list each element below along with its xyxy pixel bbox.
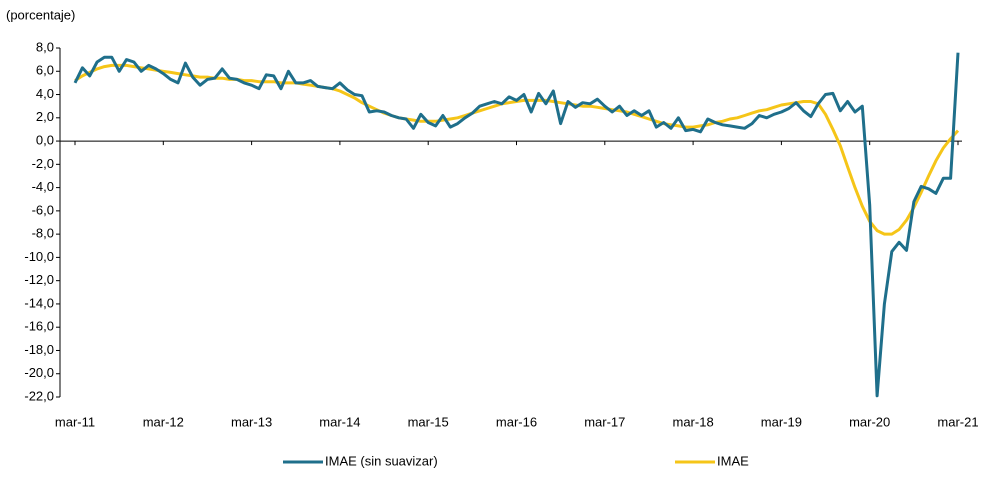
- y-tick-label: 4,0: [36, 86, 54, 101]
- y-tick-label: -22,0: [24, 388, 54, 403]
- x-tick-label: mar-16: [496, 414, 537, 429]
- y-tick-label: -10,0: [24, 249, 54, 264]
- y-tick-label: -20,0: [24, 365, 54, 380]
- y-tick-label: -2,0: [32, 156, 54, 171]
- x-tick-label: mar-21: [937, 414, 978, 429]
- x-tick-label: mar-20: [849, 414, 890, 429]
- y-axis-label: (porcentaje): [6, 7, 75, 22]
- legend-label: IMAE (sin suavizar): [325, 453, 438, 468]
- data-line: [74, 63, 960, 236]
- y-tick-label: -14,0: [24, 295, 54, 310]
- y-tick-label: 8,0: [36, 39, 54, 54]
- y-tick-label: -12,0: [24, 272, 54, 287]
- y-tick-label: -16,0: [24, 319, 54, 334]
- x-tick-label: mar-13: [231, 414, 272, 429]
- y-tick-label: -4,0: [32, 179, 54, 194]
- y-tick-label: -18,0: [24, 342, 54, 357]
- y-tick-label: 0,0: [36, 133, 54, 148]
- legend-label: IMAE: [717, 453, 749, 468]
- x-tick-label: mar-11: [55, 414, 95, 429]
- x-tick-label: mar-18: [673, 414, 714, 429]
- data-line: [73, 52, 960, 398]
- x-tick-label: mar-14: [319, 414, 360, 429]
- y-tick-label: 6,0: [36, 63, 54, 78]
- x-tick-label: mar-17: [584, 414, 625, 429]
- x-tick-label: mar-19: [761, 414, 802, 429]
- x-tick-label: mar-15: [408, 414, 449, 429]
- x-tick-label: mar-12: [143, 414, 184, 429]
- y-tick-label: -8,0: [32, 226, 54, 241]
- y-tick-label: -6,0: [32, 202, 54, 217]
- y-tick-label: 2,0: [36, 109, 54, 124]
